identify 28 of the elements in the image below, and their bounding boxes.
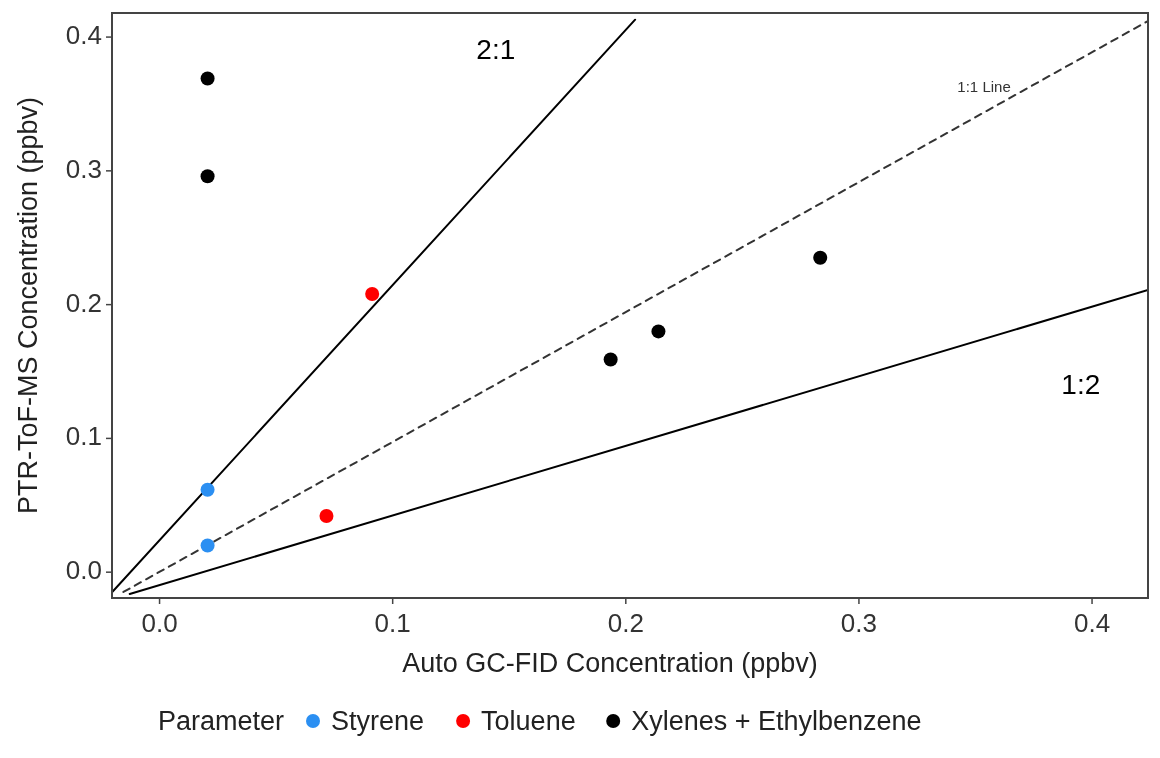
y-tick-label: 0.0 bbox=[65, 555, 102, 586]
point bbox=[813, 250, 828, 265]
x-tick-label: 0.3 bbox=[840, 608, 878, 638]
legend-title: Parameter bbox=[158, 706, 285, 736]
y-tick-label: 0.4 bbox=[65, 19, 102, 50]
x-tick-label: 0.2 bbox=[607, 608, 644, 638]
point bbox=[603, 352, 618, 367]
point bbox=[200, 538, 215, 553]
y-axis-title: PTR-ToF-MS Concentration (ppbv) bbox=[13, 96, 44, 515]
x-tick-label: 0.4 bbox=[1073, 608, 1111, 638]
x-axis-title: Auto GC-FID Concentration (ppbv) bbox=[402, 648, 818, 678]
text: 2:1 bbox=[476, 34, 516, 66]
point bbox=[200, 71, 215, 86]
series-label: 1:1 Line bbox=[957, 78, 1011, 96]
legend-label: Styrene bbox=[331, 706, 425, 736]
y-tick-label: 0.2 bbox=[65, 287, 102, 318]
point bbox=[200, 482, 215, 497]
point bbox=[365, 286, 380, 301]
y-tick-label: 0.1 bbox=[65, 421, 102, 452]
point bbox=[651, 324, 666, 339]
y-tick-label: 0.3 bbox=[65, 153, 102, 184]
x-tick-label: 0.0 bbox=[141, 608, 178, 638]
legend-label: Toluene bbox=[481, 706, 576, 736]
point bbox=[200, 169, 215, 184]
series-label: 1:2 bbox=[1061, 369, 1101, 401]
point bbox=[319, 509, 334, 523]
x-tick-label: 0.1 bbox=[374, 608, 411, 638]
legend-label: Xylenes + Ethylbenzene bbox=[631, 706, 922, 736]
